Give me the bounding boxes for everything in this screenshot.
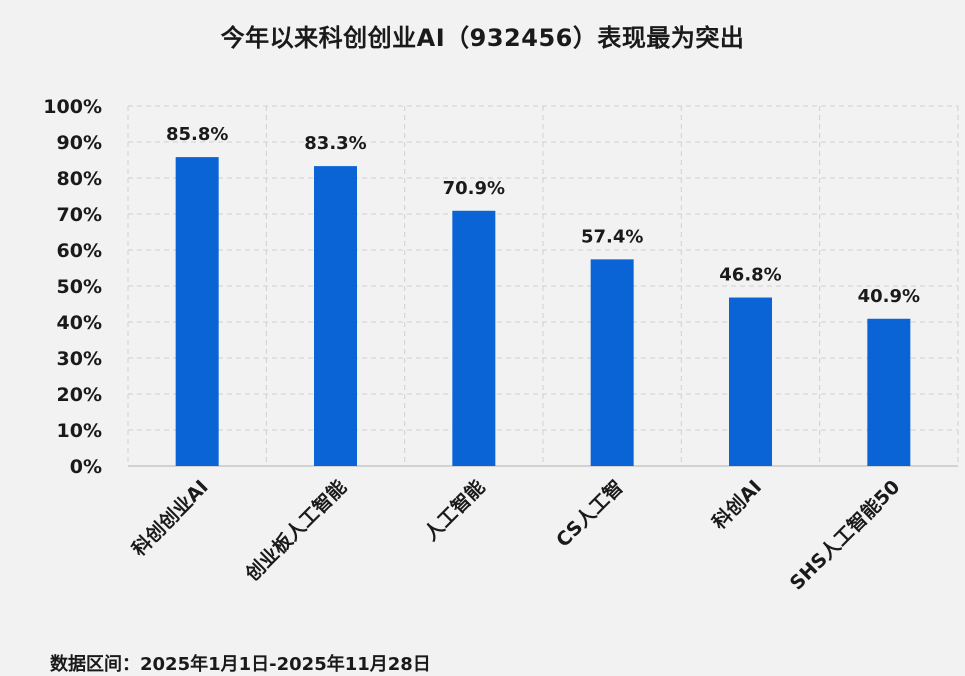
y-axis-ticks: 0% 10% 20% 30% 40% 50% 60% 70% 80% 90% 100% (43, 96, 102, 478)
y-tick-label: 100% (43, 96, 102, 118)
data-label: 40.9% (858, 286, 920, 307)
y-tick-label: 10% (57, 420, 102, 442)
bar (590, 259, 634, 466)
bar (729, 297, 772, 466)
data-label: 46.8% (719, 265, 781, 286)
y-tick-label: 40% (57, 312, 102, 334)
bar (867, 318, 911, 466)
chart-title: 今年以来科创创业AI（932456）表现最为突出 (220, 24, 745, 52)
grid-lines (127, 105, 959, 467)
y-tick-label: 80% (57, 168, 102, 190)
y-tick-label: 50% (57, 276, 102, 298)
x-tick-label: 科创创业AI (127, 475, 212, 560)
bars (175, 157, 911, 466)
y-tick-label: 70% (57, 204, 102, 226)
x-tick-label: SHS人工智能50 (785, 475, 904, 594)
data-labels: 85.8% 83.3% 70.9% 57.4% 46.8% 40.9% (166, 124, 920, 307)
bar (452, 210, 496, 466)
data-range-footnote: 数据区间：2025年1月1日-2025年11月28日 (50, 654, 431, 675)
x-tick-label: 人工智能 (419, 475, 489, 545)
y-tick-label: 20% (57, 384, 102, 406)
bar (314, 166, 357, 466)
x-tick-label: 创业板人工智能 (240, 475, 351, 586)
y-tick-label: 0% (70, 456, 102, 478)
bar (175, 157, 219, 466)
y-tick-label: 30% (57, 348, 102, 370)
x-tick-label: CS人工智 (551, 475, 627, 551)
y-tick-label: 90% (57, 132, 102, 154)
x-tick-label: 科创AI (708, 475, 767, 534)
data-label: 57.4% (581, 226, 643, 247)
data-label: 83.3% (304, 133, 366, 154)
x-axis-ticks: 科创创业AI 创业板人工智能 人工智能 CS人工智 科创AI SHS人工智能50 (127, 475, 904, 594)
data-label: 85.8% (166, 124, 228, 145)
y-tick-label: 60% (57, 240, 102, 262)
data-label: 70.9% (443, 178, 505, 199)
